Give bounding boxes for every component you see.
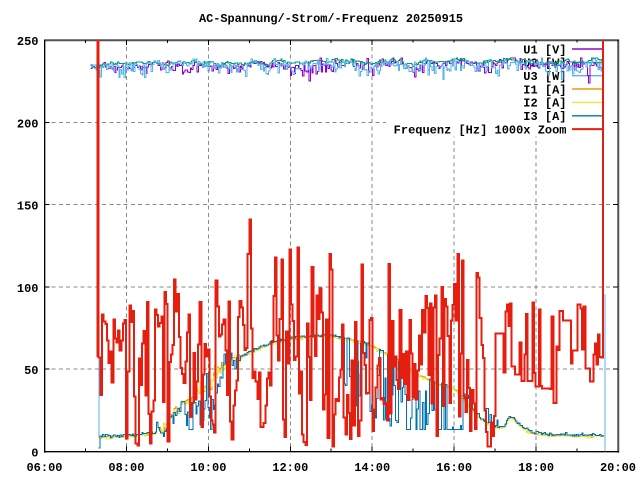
svg-text:06:00: 06:00 (26, 461, 62, 475)
svg-text:I1 [A]: I1 [A] (523, 83, 566, 97)
svg-text:Frequenz [Hz] 1000x Zoom: Frequenz [Hz] 1000x Zoom (394, 123, 567, 137)
svg-text:18:00: 18:00 (518, 461, 554, 475)
svg-text:250: 250 (17, 35, 39, 49)
svg-text:10:00: 10:00 (190, 461, 226, 475)
svg-text:U3 [W]: U3 [W] (523, 70, 566, 84)
svg-text:50: 50 (24, 364, 38, 378)
svg-text:200: 200 (17, 117, 39, 131)
svg-text:16:00: 16:00 (436, 461, 472, 475)
svg-text:I3 [A]: I3 [A] (523, 110, 566, 124)
svg-text:12:00: 12:00 (272, 461, 308, 475)
svg-text:100: 100 (17, 282, 39, 296)
svg-text:14:00: 14:00 (354, 461, 390, 475)
svg-text:U1 [V]: U1 [V] (523, 43, 566, 57)
svg-text:I2 [A]: I2 [A] (523, 97, 566, 111)
svg-text:0: 0 (31, 447, 38, 461)
svg-text:AC-Spannung/-Strom/-Frequenz 2: AC-Spannung/-Strom/-Frequenz 20250915 (199, 12, 463, 26)
svg-text:08:00: 08:00 (108, 461, 144, 475)
svg-text:150: 150 (17, 200, 39, 214)
svg-text:20:00: 20:00 (600, 461, 636, 475)
